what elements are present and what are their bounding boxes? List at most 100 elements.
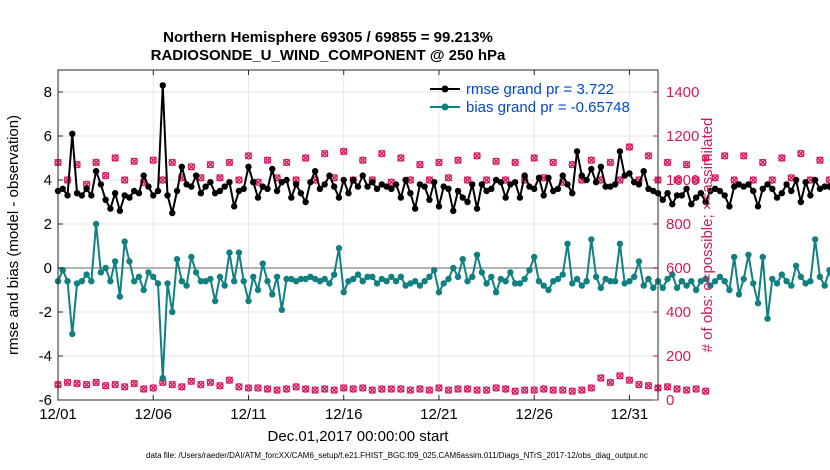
y-right-tick-label-7: 1400 bbox=[666, 84, 699, 101]
point-rmse-25 bbox=[173, 187, 181, 195]
point-bias-161 bbox=[821, 282, 828, 289]
obs-cross-s4-43 bbox=[463, 385, 472, 393]
obs-circle-s4-38 bbox=[416, 385, 424, 393]
point-rmse-44 bbox=[264, 185, 271, 192]
point-rmse-84 bbox=[454, 187, 462, 195]
y-left-tick-label-2: -2 bbox=[39, 304, 52, 321]
obs-cross-s4-27 bbox=[311, 386, 319, 394]
obs-circle-s4-36 bbox=[397, 385, 405, 393]
obs-circle-s4-9 bbox=[140, 385, 148, 393]
point-rmse-50 bbox=[292, 181, 300, 188]
point-bias-137 bbox=[707, 282, 714, 289]
obs-marker-s4-14 bbox=[187, 377, 196, 385]
obs-marker-s4-29 bbox=[330, 386, 338, 394]
obs-cross-s2-19 bbox=[416, 160, 424, 169]
obs-marker-s4-43 bbox=[463, 385, 472, 393]
obs-marker-s4-13 bbox=[178, 383, 186, 391]
obs-circle-s3-33 bbox=[692, 176, 700, 184]
obs-cross-s2-37 bbox=[759, 158, 767, 167]
point-rmse-47 bbox=[278, 179, 286, 186]
point-rmse-43 bbox=[259, 183, 266, 190]
obs-marker-s4-45 bbox=[482, 386, 491, 394]
obs-marker-s3-35 bbox=[730, 176, 738, 184]
point-bias-117 bbox=[611, 278, 619, 285]
obs-circle-s2-22 bbox=[473, 152, 481, 160]
obs-circle-s2-6 bbox=[168, 158, 176, 167]
obs-circle-s2-37 bbox=[759, 158, 767, 167]
obs-marker-s2-35 bbox=[720, 152, 729, 160]
point-rmse-95 bbox=[507, 181, 514, 188]
legend: rmse grand pr = 3.722 bias grand pr = -0… bbox=[430, 81, 630, 116]
point-bias-37 bbox=[230, 278, 238, 285]
point-rmse-107 bbox=[564, 181, 571, 188]
point-rmse-111 bbox=[583, 176, 590, 184]
obs-circle-s3-22 bbox=[482, 176, 491, 184]
point-bias-64 bbox=[359, 278, 366, 285]
point-bias-131 bbox=[678, 278, 686, 285]
point-bias-120 bbox=[626, 278, 633, 285]
x-axis-label: Dec.01,2017 00:00:00 start bbox=[268, 428, 450, 445]
point-rmse-20 bbox=[150, 192, 157, 199]
obs-cross-s4-64 bbox=[663, 383, 672, 391]
obs-circle-s4-8 bbox=[130, 379, 138, 388]
obs-circle-s4-17 bbox=[216, 382, 224, 390]
point-rmse-62 bbox=[350, 176, 357, 184]
obs-cross-s3-9 bbox=[235, 176, 243, 184]
point-bias-2 bbox=[64, 278, 71, 285]
point-bias-116 bbox=[607, 278, 614, 285]
obs-circle-s4-57 bbox=[597, 374, 605, 382]
point-bias-93 bbox=[497, 275, 505, 283]
point-rmse-113 bbox=[592, 179, 600, 186]
obs-marker-s4-34 bbox=[378, 385, 386, 393]
obs-cross-s3-29 bbox=[616, 176, 624, 184]
obs-marker-s4-19 bbox=[235, 383, 243, 391]
point-bias-109 bbox=[573, 275, 581, 283]
point-rmse-35 bbox=[221, 183, 228, 190]
point-bias-54 bbox=[311, 275, 319, 283]
obs-marker-s4-36 bbox=[397, 385, 405, 393]
obs-cross-s2-9 bbox=[225, 158, 234, 167]
obs-circle-s4-43 bbox=[463, 385, 472, 393]
obs-cross-s2-17 bbox=[378, 149, 386, 158]
obs-cross-s2-15 bbox=[340, 147, 348, 156]
point-bias-52 bbox=[302, 275, 309, 283]
obs-marker-s4-35 bbox=[387, 385, 396, 393]
obs-circle-s4-58 bbox=[606, 378, 615, 387]
point-rmse-55 bbox=[316, 185, 324, 192]
point-rmse-87 bbox=[469, 181, 476, 188]
obs-cross-s4-29 bbox=[330, 386, 338, 394]
point-bias-153 bbox=[783, 278, 790, 285]
obs-cross-s4-38 bbox=[416, 385, 424, 393]
obs-marker-s4-56 bbox=[587, 384, 596, 392]
obs-cross-s4-28 bbox=[320, 385, 329, 393]
obs-cross-s4-2 bbox=[73, 379, 81, 388]
obs-circle-s2-26 bbox=[549, 158, 557, 167]
x-tick-label-5: 12/26 bbox=[515, 406, 553, 423]
point-bias-77 bbox=[421, 278, 428, 285]
point-bias-140 bbox=[721, 278, 728, 285]
obs-circle-s3-2 bbox=[101, 171, 110, 180]
point-rmse-70 bbox=[388, 185, 395, 192]
point-rmse-90 bbox=[483, 187, 490, 195]
obs-cross-s4-14 bbox=[187, 377, 196, 385]
point-bias-132 bbox=[683, 282, 690, 289]
point-rmse-110 bbox=[578, 172, 586, 179]
point-rmse-61 bbox=[345, 190, 352, 197]
obs-circle-s2-20 bbox=[435, 158, 443, 167]
point-rmse-80 bbox=[435, 203, 443, 210]
point-rmse-112 bbox=[588, 165, 595, 173]
obs-circle-s2-2 bbox=[92, 158, 100, 167]
obs-cross-s4-65 bbox=[673, 385, 681, 393]
obs-cross-s2-36 bbox=[740, 152, 748, 160]
point-rmse-100 bbox=[530, 185, 538, 192]
point-bias-24 bbox=[169, 308, 176, 316]
obs-cross-s2-12 bbox=[282, 158, 291, 167]
obs-circle-s2-13 bbox=[301, 154, 310, 162]
point-rmse-67 bbox=[373, 185, 381, 192]
point-rmse-156 bbox=[797, 198, 805, 206]
point-bias-151 bbox=[773, 280, 781, 287]
obs-marker-s4-33 bbox=[368, 386, 376, 394]
point-rmse-69 bbox=[383, 183, 390, 190]
obs-marker-s4-6 bbox=[111, 380, 119, 389]
obs-cross-s3-5 bbox=[159, 176, 167, 184]
